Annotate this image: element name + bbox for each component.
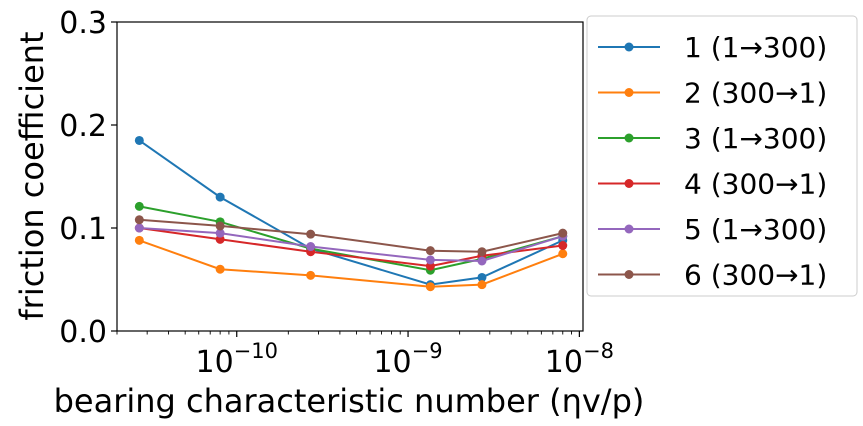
data-point [215,264,225,274]
legend-label: 4 (300→1) [684,168,827,201]
data-point [134,215,144,225]
series-line [138,239,564,288]
series-line [139,227,564,263]
series-line [139,218,564,253]
data-point [215,192,225,202]
data-point [215,221,225,231]
series-2 [134,235,568,292]
data-point [134,223,144,233]
data-point [558,241,568,251]
data-point [425,255,435,265]
data-point [477,272,487,282]
y-axis-label: friction coefficient [13,31,51,320]
y-tick-label: 0.1 [59,212,107,247]
legend-swatch-marker [624,270,634,279]
data-point [425,282,435,292]
y-axis: 0.0 0.1 0.2 0.3 [59,6,117,350]
x-tick-label: 10−9 [373,339,442,380]
data-point [425,261,435,271]
legend-swatch-marker [624,42,634,52]
legend-item-6: 6 (300→1) [598,259,827,292]
data-point [425,246,435,256]
legend-item-5: 5 (1→300) [598,213,827,246]
legend-item-1: 1 (1→300) [598,31,827,64]
data-point [477,280,487,290]
legend: 1 (1→300) 2 (300→1) 3 (1→300) 4 (300→1) 5 (1… [586,15,858,297]
legend-swatch-marker [624,88,634,97]
y-tick-label: 0.3 [59,6,107,41]
x-tick-label: 10−10 [195,339,278,380]
x-tick-label: 10−8 [545,339,614,380]
legend-label: 3 (1→300) [684,122,827,155]
series-6 [134,215,568,257]
legend-swatch-marker [624,133,634,143]
series-line [138,139,564,286]
data-point [134,135,144,145]
x-axis-label: bearing characteristic number (ηv/p) [54,382,645,420]
series-5 [134,223,568,266]
legend-item-4: 4 (300→1) [598,168,827,201]
legend-label: 2 (300→1) [684,77,827,110]
series-1 [134,135,568,290]
legend-swatch-marker [624,179,634,188]
data-point [215,228,225,238]
series-3 [134,201,568,275]
data-point [306,270,316,280]
data-point [558,228,568,238]
y-tick-label: 0.2 [59,109,107,144]
series-line [139,227,563,268]
data-point [558,249,568,259]
legend-label: 6 (300→1) [684,259,827,292]
data-point [306,242,316,252]
x-axis: 10−10 10−9 10−8 [116,331,614,380]
legend-swatch-marker [624,224,634,234]
legend-item-2: 2 (300→1) [598,77,827,110]
legend-label: 5 (1→300) [684,213,827,246]
legend-item-3: 3 (1→300) [598,122,827,155]
data-point [477,256,487,266]
data-point [134,201,144,211]
data-point [306,229,316,239]
plot-frame [116,21,584,332]
legend-items: 1 (1→300) 2 (300→1) 3 (1→300) 4 (300→1) 5 (1… [598,31,827,292]
y-tick-label: 0.0 [59,315,107,350]
data-point [215,234,225,244]
data-point [477,247,487,257]
legend-label: 1 (1→300) [684,31,827,64]
series-layer [134,135,568,292]
data-point [134,235,144,245]
legend-box [586,15,858,297]
